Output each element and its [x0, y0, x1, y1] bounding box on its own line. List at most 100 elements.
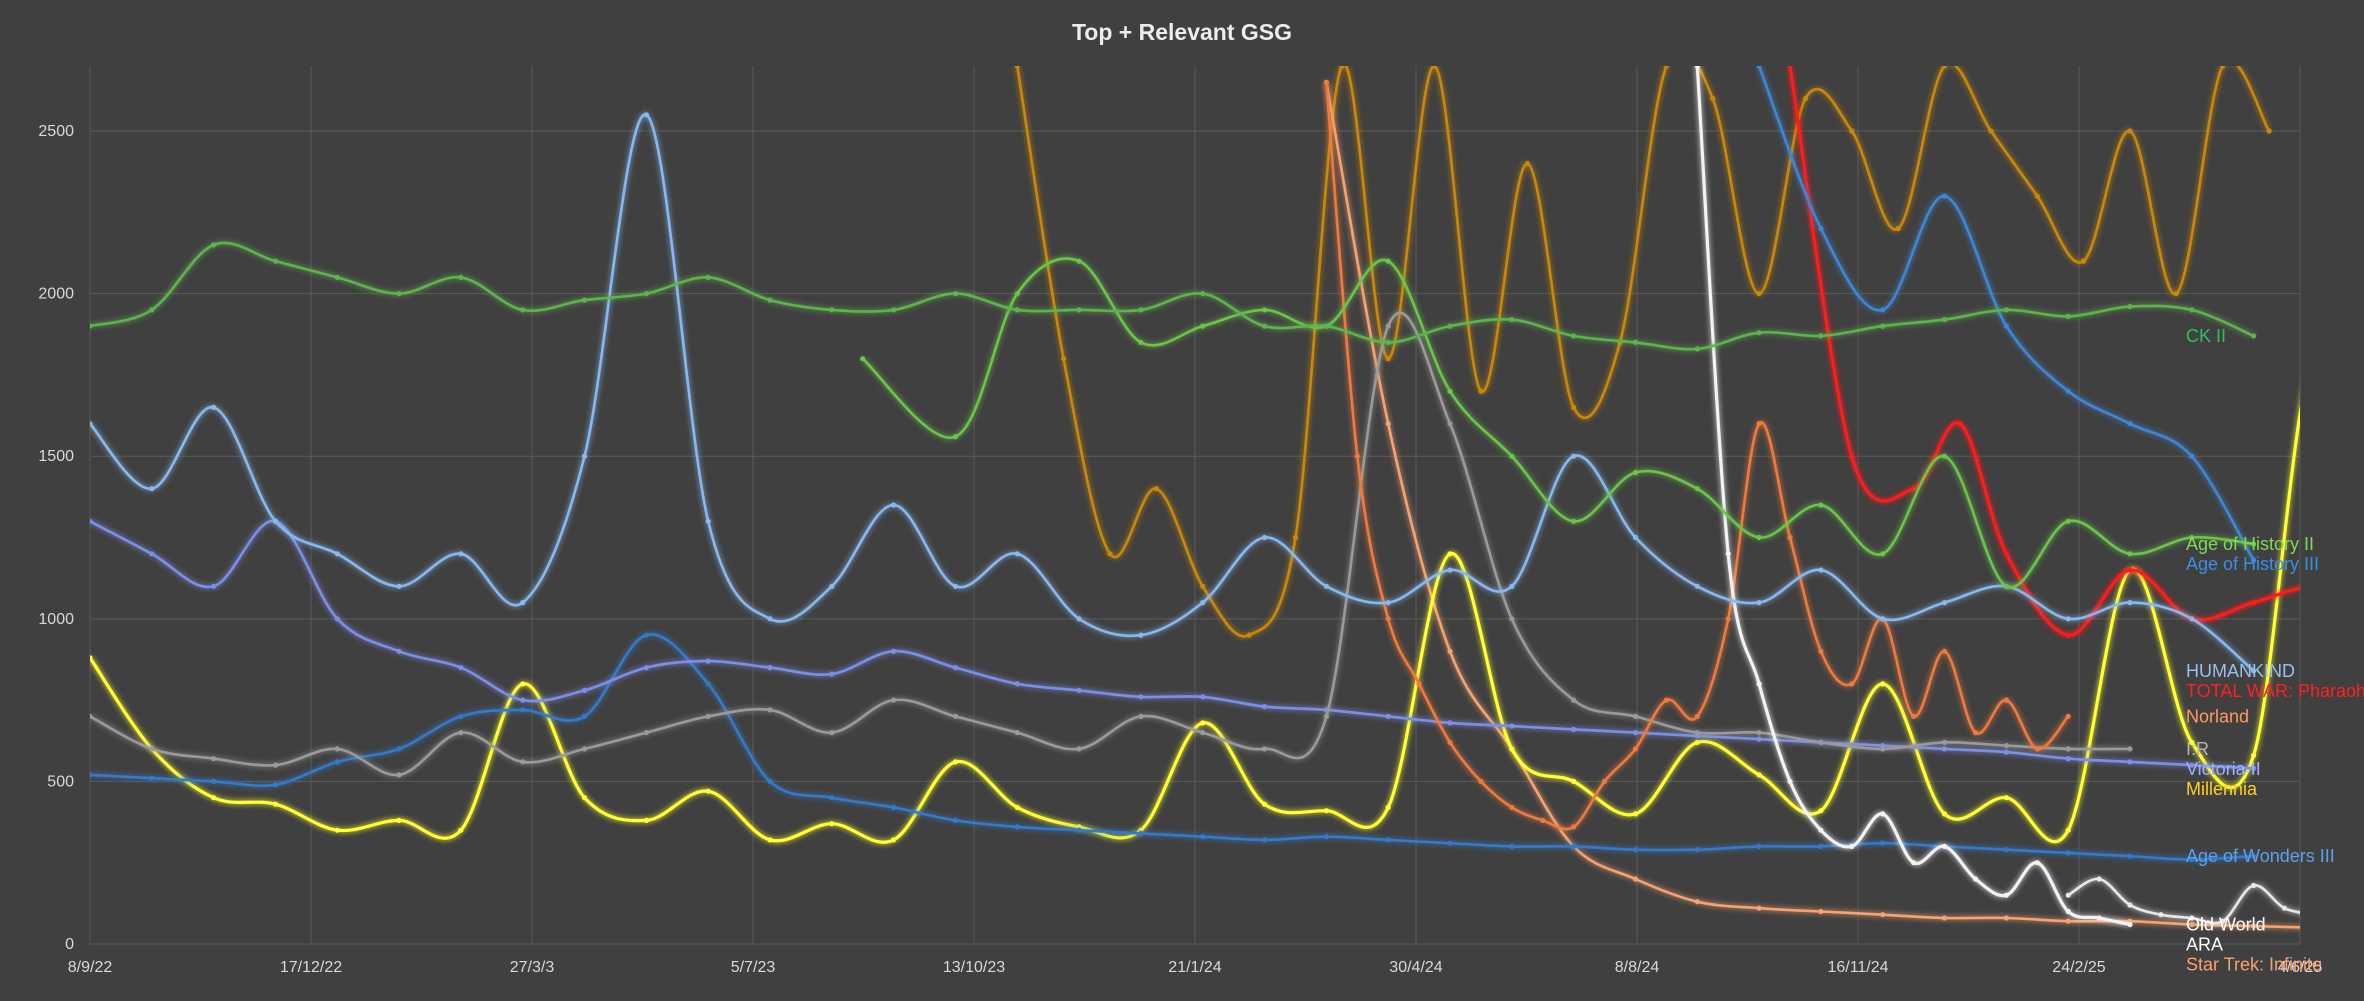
- data-point: [1447, 323, 1453, 329]
- data-point: [2251, 541, 2257, 547]
- data-point: [581, 746, 588, 752]
- series-end-label: Age of History II: [2186, 534, 2314, 554]
- series-ara: [2065, 876, 2300, 925]
- data-point: [1880, 811, 1886, 817]
- data-point: [1200, 834, 1206, 840]
- data-point: [1447, 421, 1453, 427]
- data-point: [1818, 843, 1824, 850]
- data-point: [1787, 66, 1793, 69]
- data-point: [1261, 534, 1268, 541]
- data-point: [1447, 720, 1453, 726]
- data-point: [2127, 746, 2133, 752]
- data-point: [1632, 469, 1639, 476]
- data-point: [2065, 713, 2071, 720]
- data-point: [2065, 388, 2071, 394]
- data-point: [2003, 307, 2009, 313]
- series-age-of-history-iii: [1756, 66, 2257, 563]
- series-end-label: HUMANKIND: [2186, 661, 2295, 681]
- data-point: [1076, 746, 1082, 752]
- data-point: [2127, 128, 2133, 134]
- data-point: [90, 421, 93, 427]
- data-point: [891, 502, 897, 508]
- data-point: [2065, 850, 2071, 856]
- data-point: [1014, 681, 1020, 687]
- data-point: [1200, 694, 1206, 700]
- data-point: [2189, 739, 2195, 746]
- data-point: [581, 687, 588, 694]
- x-tick-label: 4/6/25: [2278, 959, 2323, 976]
- data-point: [211, 756, 217, 762]
- data-point: [829, 307, 835, 313]
- data-point: [1246, 632, 1252, 638]
- series-end-label: Age of History III: [2186, 554, 2319, 574]
- y-tick-label: 2000: [38, 286, 74, 303]
- data-point: [2220, 66, 2226, 69]
- x-axis: 8/9/22 17/12/22 27/3/3 5/7/23 13/10/23 21/1/2…: [68, 959, 2323, 976]
- data-point: [2189, 762, 2195, 768]
- x-tick-label: 30/4/24: [1389, 959, 1442, 976]
- data-point: [1385, 616, 1391, 622]
- data-point: [1849, 128, 1855, 134]
- data-point: [1261, 323, 1268, 329]
- data-point: [1571, 843, 1577, 850]
- data-point: [891, 307, 897, 313]
- data-point: [2065, 918, 2071, 924]
- data-point: [2251, 600, 2257, 606]
- data-point: [1571, 778, 1577, 785]
- data-point: [1261, 801, 1268, 807]
- data-point: [149, 307, 155, 313]
- data-point: [2127, 567, 2133, 573]
- x-tick-label: 13/10/23: [943, 959, 1005, 976]
- data-point: [2034, 860, 2040, 866]
- data-point: [1694, 346, 1700, 352]
- data-point: [2251, 557, 2257, 563]
- data-point: [1632, 746, 1639, 752]
- data-point: [1138, 632, 1144, 638]
- series-end-label: Age of Wonders III: [2186, 846, 2335, 866]
- data-point: [2065, 313, 2071, 319]
- data-point: [211, 778, 217, 785]
- data-point: [1200, 291, 1206, 297]
- y-tick-label: 1000: [38, 611, 74, 628]
- series-end-label: ARA: [2186, 935, 2223, 955]
- data-point: [1571, 726, 1577, 733]
- data-point: [705, 713, 711, 720]
- series-end-label: Star Trek: Infinite: [2186, 955, 2322, 975]
- data-point: [705, 274, 711, 280]
- series-norland: [1323, 79, 2071, 831]
- data-point: [581, 795, 588, 801]
- data-point: [396, 291, 402, 297]
- data-point: [2065, 746, 2071, 752]
- data-point: [1632, 847, 1639, 853]
- data-point: [1880, 551, 1886, 557]
- data-point: [1385, 323, 1391, 329]
- data-point: [1756, 730, 1762, 736]
- data-point: [1725, 616, 1731, 622]
- data-point: [1571, 453, 1577, 459]
- data-point: [767, 707, 773, 713]
- series-ck-ii: [90, 241, 2257, 352]
- data-point: [2251, 333, 2257, 339]
- data-point: [1849, 453, 1855, 459]
- data-point: [458, 827, 464, 833]
- data-point: [1880, 912, 1886, 918]
- data-point: [272, 801, 279, 807]
- data-point: [1632, 713, 1639, 720]
- data-point: [1725, 551, 1731, 557]
- data-point: [2065, 756, 2071, 762]
- x-tick-label: 5/7/23: [731, 959, 776, 976]
- data-point: [1756, 330, 1762, 336]
- data-point: [643, 730, 650, 736]
- data-point: [1385, 804, 1391, 811]
- data-point: [272, 782, 279, 788]
- data-point: [1385, 713, 1391, 720]
- data-point: [1756, 736, 1762, 742]
- data-point: [891, 697, 897, 703]
- data-point: [2251, 882, 2257, 889]
- data-point: [1447, 567, 1453, 573]
- data-point: [1632, 339, 1639, 345]
- data-point: [458, 274, 464, 280]
- data-point: [1694, 713, 1700, 720]
- data-point: [2003, 915, 2009, 921]
